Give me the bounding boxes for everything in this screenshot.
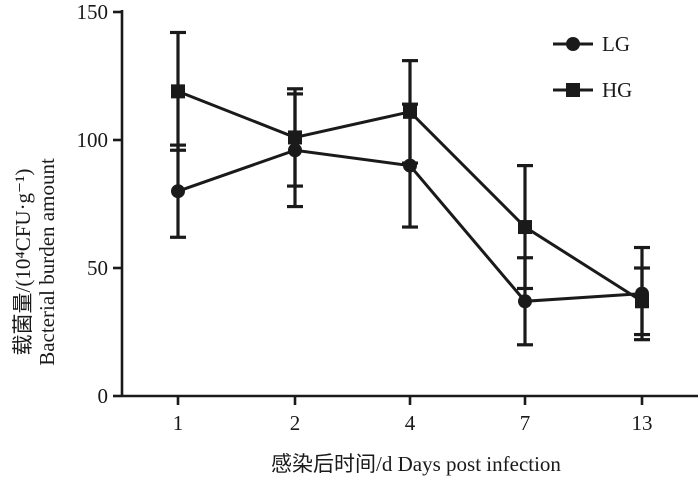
x-tick-label-13: 13 xyxy=(632,411,653,435)
point-LG-1 xyxy=(171,184,185,199)
point-HG-4 xyxy=(403,104,417,119)
point-LG-7 xyxy=(518,294,532,309)
legend-label-HG: HG xyxy=(602,78,632,102)
x-tick-label-4: 4 xyxy=(405,411,416,435)
y-tick-label-0: 0 xyxy=(98,384,109,408)
y-axis-title-cn: 载菌量/(10⁴CFU·g⁻¹) xyxy=(11,169,35,356)
point-HG-2 xyxy=(288,130,302,145)
legend-item-HG: HG xyxy=(553,78,632,102)
legend-marker-HG xyxy=(566,83,580,97)
point-HG-1 xyxy=(171,84,185,99)
legend-marker-LG xyxy=(566,37,580,51)
x-axis-title: 感染后时间/d Days post infection xyxy=(271,452,561,476)
series-layer xyxy=(170,30,650,347)
x-tick-label-7: 7 xyxy=(520,411,531,435)
axes: 0 50 100 150 1 2 4 7 13 xyxy=(77,0,698,435)
legend-label-LG: LG xyxy=(602,32,630,56)
y-axis-title-en: Bacterial burden amount xyxy=(35,158,59,366)
y-axis-title-group: 载菌量/(10⁴CFU·g⁻¹) Bacterial burden amount xyxy=(11,158,59,366)
point-HG-7 xyxy=(518,220,532,235)
x-tick-label-1: 1 xyxy=(173,411,184,435)
x-tick-label-2: 2 xyxy=(290,411,301,435)
legend-item-LG: LG xyxy=(553,32,630,56)
point-HG-13 xyxy=(635,294,649,309)
y-tick-label-50: 50 xyxy=(87,256,108,280)
y-tick-label-100: 100 xyxy=(77,128,109,152)
series-HG xyxy=(170,30,650,337)
legend: LG HG xyxy=(553,32,632,102)
y-tick-label-150: 150 xyxy=(77,0,109,24)
